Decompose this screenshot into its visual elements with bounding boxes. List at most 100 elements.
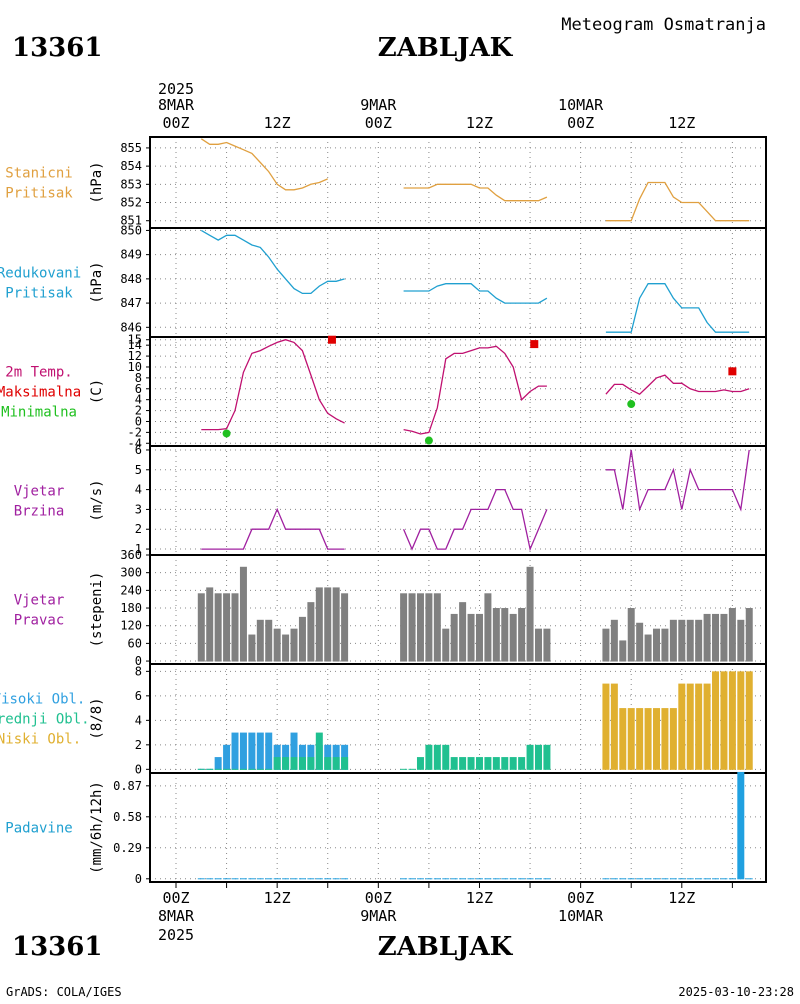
bar-wind-dir — [720, 613, 728, 662]
bar-cloud — [467, 757, 475, 770]
bar-cloud — [214, 757, 222, 770]
series-line-temp — [201, 339, 345, 431]
series-line-temp — [403, 345, 547, 435]
date-label: 8MAR — [158, 907, 195, 925]
bar-wind-dir — [341, 593, 349, 662]
footer-software: GrADS: COLA/IGES — [6, 985, 122, 999]
min-temp-marker — [222, 429, 231, 438]
time-tick-label: 00Z — [162, 114, 189, 132]
time-tick-label: 00Z — [365, 889, 392, 907]
panel-label-line: Padavine — [5, 821, 72, 837]
bar-precip — [737, 771, 745, 879]
bar-cloud — [442, 744, 450, 770]
time-tick-label: 00Z — [365, 114, 392, 132]
min-temp-marker — [424, 436, 433, 445]
y-tick-label: -2 — [128, 425, 142, 439]
bar-cloud — [248, 732, 256, 770]
bar-wind-dir — [636, 622, 644, 662]
bar-wind-dir — [298, 616, 306, 662]
bar-cloud — [231, 732, 239, 770]
min-temp-marker — [627, 400, 636, 409]
y-axis-label: (mm/6h/12h) — [89, 781, 105, 874]
y-tick-label: 0.29 — [113, 841, 142, 855]
y-tick-label: 3 — [135, 502, 142, 516]
bar-cloud — [282, 757, 290, 770]
y-axis-label: (hPa) — [89, 161, 105, 203]
y-axis-label: (stepeni) — [89, 572, 105, 648]
bar-wind-dir — [315, 587, 323, 662]
bar-wind-dir — [543, 628, 551, 662]
bar-wind-dir — [450, 613, 458, 662]
bar-cloud — [543, 744, 551, 770]
bar-wind-dir — [703, 613, 711, 662]
year-bottom: 2025 — [158, 926, 194, 944]
bar-wind-dir — [610, 619, 618, 662]
bar-wind-dir — [501, 608, 509, 662]
panel-label-line: Pritisak — [5, 286, 73, 302]
series-line-p-reduced — [403, 283, 548, 304]
y-tick-label: 12 — [128, 349, 142, 363]
station-id-bottom: 13361 — [12, 932, 102, 962]
y-tick-label: 846 — [120, 320, 142, 334]
bar-wind-dir — [433, 593, 441, 662]
bar-cloud — [669, 708, 677, 770]
time-tick-label: 12Z — [668, 114, 695, 132]
bar-cloud — [256, 732, 264, 770]
max-temp-marker — [728, 367, 737, 376]
station-name-bottom: ZABLJAK — [378, 932, 514, 962]
panel-label-line: 2m Temp. — [5, 365, 72, 381]
y-tick-label: 10 — [128, 360, 142, 374]
bar-wind-dir — [467, 613, 475, 662]
bar-wind-dir — [619, 640, 627, 662]
bar-cloud — [627, 708, 635, 770]
date-label: 9MAR — [360, 96, 397, 114]
y-tick-label: 6 — [135, 443, 142, 457]
bar-wind-dir — [239, 566, 247, 662]
y-tick-label: 360 — [120, 548, 142, 562]
y-axis-label: (C) — [89, 379, 105, 404]
bar-wind-dir — [526, 566, 534, 662]
bar-wind-dir — [265, 619, 273, 662]
panel-label-line: Maksimalna — [0, 385, 81, 401]
series-line-p-station — [200, 138, 328, 191]
bar-cloud — [712, 671, 720, 770]
bar-cloud — [239, 732, 247, 770]
bar-wind-dir — [627, 608, 635, 662]
bar-wind-dir — [214, 593, 222, 662]
y-tick-label: 8 — [135, 371, 142, 385]
y-tick-label: 0 — [135, 414, 142, 428]
bar-wind-dir — [332, 587, 340, 662]
bar-wind-dir — [256, 619, 264, 662]
panels: 851852853854855(hPa)StanicniPritisak8468… — [0, 136, 767, 886]
bar-cloud — [686, 683, 694, 770]
bar-cloud — [644, 708, 652, 770]
bar-cloud — [425, 744, 433, 770]
bar-cloud — [290, 732, 298, 770]
bar-cloud — [518, 757, 526, 770]
bar-cloud — [290, 757, 298, 770]
y-tick-label: 854 — [120, 159, 142, 173]
y-tick-label: 852 — [120, 196, 142, 210]
bar-wind-dir — [442, 628, 450, 662]
panel-wind-dir: 0 60 120 180 240 300 360 (stepeni) Vjetar Pravac — [14, 548, 767, 668]
panel-label-line: Visoki Obl. — [0, 692, 85, 708]
station-name-top: ZABLJAK — [378, 33, 514, 63]
bar-cloud — [450, 757, 458, 770]
bar-wind-dir — [712, 613, 720, 662]
panel-label-line: Niski Obl. — [0, 732, 81, 748]
panel-label-line: Pravac — [14, 613, 65, 629]
bar-wind-dir — [745, 608, 753, 662]
y-tick-label: 6 — [135, 382, 142, 396]
y-tick-label: 0.87 — [113, 779, 142, 793]
date-label: 10MAR — [558, 96, 604, 114]
bar-wind-dir — [459, 602, 467, 662]
bar-cloud — [416, 757, 424, 770]
bar-wind-dir — [492, 608, 500, 662]
y-tick-label: 847 — [120, 296, 142, 310]
y-axis-label: (8/8) — [89, 697, 105, 739]
y-tick-label: 180 — [120, 601, 142, 615]
panel-label-line: Srednji Obl. — [0, 712, 90, 728]
series-line-p-station — [403, 183, 548, 202]
panel-frame — [149, 772, 767, 883]
panel-p-reduced: 846 847 848 849 850 (hPa) Redukovani Pritisak — [0, 223, 767, 338]
